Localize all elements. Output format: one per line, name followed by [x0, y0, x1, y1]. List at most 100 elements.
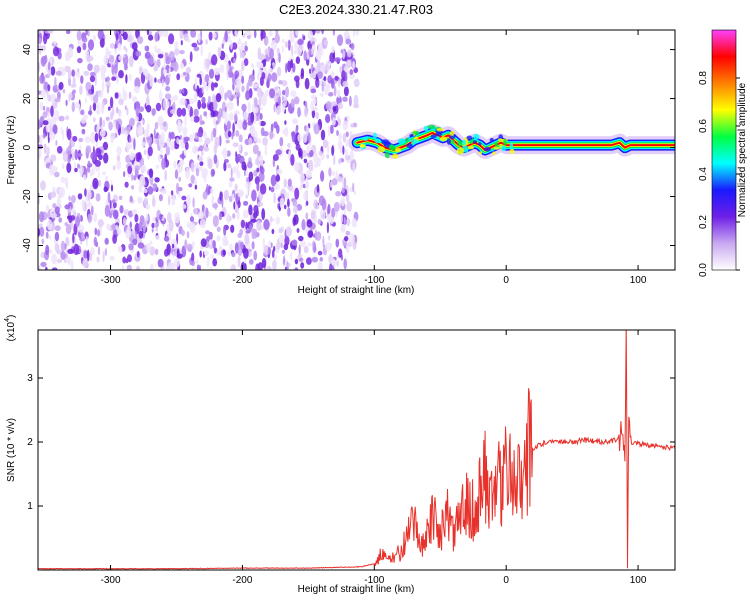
- noise-blob: [242, 209, 249, 219]
- ridge-blob: [388, 144, 395, 151]
- noise-blob: [68, 93, 71, 102]
- noise-blob: [249, 223, 253, 233]
- noise-blob: [138, 106, 144, 113]
- noise-blob: [210, 254, 214, 260]
- noise-blob: [201, 86, 204, 94]
- noise-blob: [292, 198, 298, 207]
- noise-blob: [188, 134, 194, 143]
- noise-blob: [110, 184, 114, 192]
- noise-blob: [93, 64, 101, 74]
- noise-blob: [240, 241, 244, 250]
- noise-blob: [135, 265, 141, 270]
- noise-blob: [68, 69, 72, 80]
- noise-blob: [237, 119, 244, 130]
- noise-blob: [214, 136, 220, 147]
- noise-blob: [38, 30, 41, 35]
- noise-blob: [117, 42, 122, 51]
- noise-blob: [334, 57, 341, 63]
- noise-blob: [338, 78, 341, 88]
- noise-blob: [148, 168, 154, 178]
- noise-blob: [281, 95, 284, 101]
- noise-blob: [54, 98, 61, 103]
- noise-blob: [317, 44, 324, 57]
- noise-blob: [171, 197, 176, 206]
- noise-blob: [335, 238, 340, 248]
- noise-blob: [200, 30, 203, 40]
- noise-blob: [240, 52, 245, 59]
- noise-blob: [94, 227, 98, 236]
- noise-blob: [42, 133, 46, 139]
- noise-blob: [198, 156, 203, 162]
- noise-blob: [48, 164, 55, 176]
- noise-blob: [256, 220, 262, 231]
- noise-blob: [69, 93, 73, 99]
- noise-blob: [110, 136, 114, 144]
- noise-blob: [94, 74, 97, 86]
- spectrogram-y-axis-label: Frequency (Hz): [6, 116, 17, 185]
- noise-blob: [188, 183, 193, 188]
- noise-blob: [113, 63, 118, 75]
- noise-blob: [287, 262, 291, 267]
- noise-blob: [306, 219, 313, 228]
- noise-blob: [353, 122, 358, 128]
- noise-blob: [189, 216, 195, 223]
- noise-blob: [211, 195, 215, 206]
- noise-blob: [201, 96, 206, 104]
- noise-blob: [333, 154, 336, 166]
- noise-blob: [69, 215, 76, 221]
- noise-blob: [213, 99, 218, 111]
- noise-blob: [193, 93, 197, 103]
- noise-blob: [223, 225, 227, 236]
- noise-blob: [313, 123, 320, 135]
- noise-blob: [50, 212, 57, 219]
- noise-blob: [184, 141, 189, 151]
- ridge-blob: [398, 138, 406, 145]
- noise-blob: [56, 145, 63, 154]
- noise-blob: [104, 77, 108, 83]
- noise-blob: [313, 199, 319, 210]
- noise-blob: [83, 250, 89, 259]
- noise-blob: [284, 204, 287, 210]
- noise-blob: [241, 75, 245, 85]
- noise-blob: [210, 81, 215, 92]
- noise-blob: [275, 216, 280, 225]
- noise-blob: [317, 250, 323, 256]
- noise-blob: [53, 40, 57, 45]
- noise-blob: [158, 194, 163, 202]
- noise-blob: [331, 178, 338, 186]
- noise-blob: [212, 258, 218, 267]
- noise-blob: [162, 30, 169, 38]
- noise-blob: [187, 103, 191, 112]
- noise-blob: [109, 96, 114, 109]
- noise-blob: [262, 237, 265, 249]
- noise-blob: [211, 169, 216, 177]
- noise-blob: [247, 101, 251, 113]
- noise-blob: [65, 115, 70, 121]
- spectrogram-y-axis: -40 -20 0 20 40: [22, 44, 675, 253]
- noise-blob: [272, 154, 279, 161]
- noise-blob: [303, 106, 308, 118]
- noise-blob: [106, 223, 111, 231]
- noise-blob: [67, 248, 74, 254]
- noise-blob: [62, 163, 65, 170]
- noise-blob: [253, 169, 258, 177]
- noise-blob: [154, 77, 157, 83]
- noise-blob: [278, 227, 284, 234]
- noise-blob: [202, 191, 208, 200]
- noise-blob: [94, 132, 99, 143]
- noise-blob: [87, 191, 91, 201]
- noise-blob: [39, 134, 43, 146]
- noise-blob: [181, 195, 187, 201]
- noise-blob: [82, 42, 87, 51]
- noise-blob: [45, 266, 48, 270]
- noise-blob: [143, 197, 148, 206]
- noise-blob: [353, 94, 359, 107]
- noise-blob: [177, 186, 183, 192]
- noise-blob: [87, 30, 90, 37]
- noise-blob: [90, 131, 96, 144]
- noise-blob: [247, 161, 253, 169]
- noise-blob: [183, 33, 189, 41]
- noise-blob: [154, 122, 159, 130]
- noise-blob: [275, 105, 281, 115]
- noise-blob: [299, 257, 304, 262]
